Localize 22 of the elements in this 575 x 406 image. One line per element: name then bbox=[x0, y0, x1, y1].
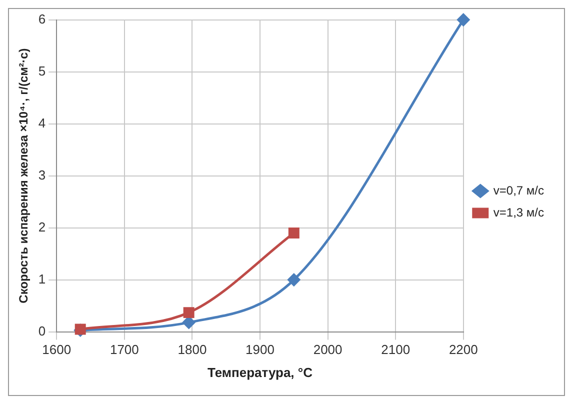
point bbox=[183, 307, 194, 318]
y-tick-label: 2 bbox=[38, 219, 46, 234]
point bbox=[457, 14, 470, 26]
x-tick-label: 1800 bbox=[178, 342, 207, 358]
y-tick-label: 6 bbox=[38, 11, 46, 26]
y-tick-label: 1 bbox=[38, 271, 46, 286]
x-tick-label: 2200 bbox=[448, 342, 478, 358]
x-tick-label: 1700 bbox=[110, 342, 139, 358]
point bbox=[288, 274, 300, 286]
y-axis-title: Скорость испарения железа ×10⁴·, г/(см²·с) bbox=[16, 48, 31, 304]
x-tick-label: 2000 bbox=[313, 342, 342, 358]
x-tick-label: 1900 bbox=[246, 342, 274, 358]
x-tick-label: 2100 bbox=[381, 342, 410, 358]
legend-label: v=1,3 м/с bbox=[493, 205, 544, 220]
point bbox=[288, 228, 300, 238]
y-tick-label: 3 bbox=[38, 167, 46, 182]
y-tick-label: 0 bbox=[38, 323, 46, 338]
y-tick-label: 5 bbox=[38, 63, 46, 78]
legend-label: v=0,7 м/с bbox=[493, 183, 544, 198]
x-tick-label: 1600 bbox=[42, 342, 72, 358]
x-axis-title: Температура, °C bbox=[208, 364, 314, 380]
y-tick-label: 4 bbox=[38, 115, 46, 130]
